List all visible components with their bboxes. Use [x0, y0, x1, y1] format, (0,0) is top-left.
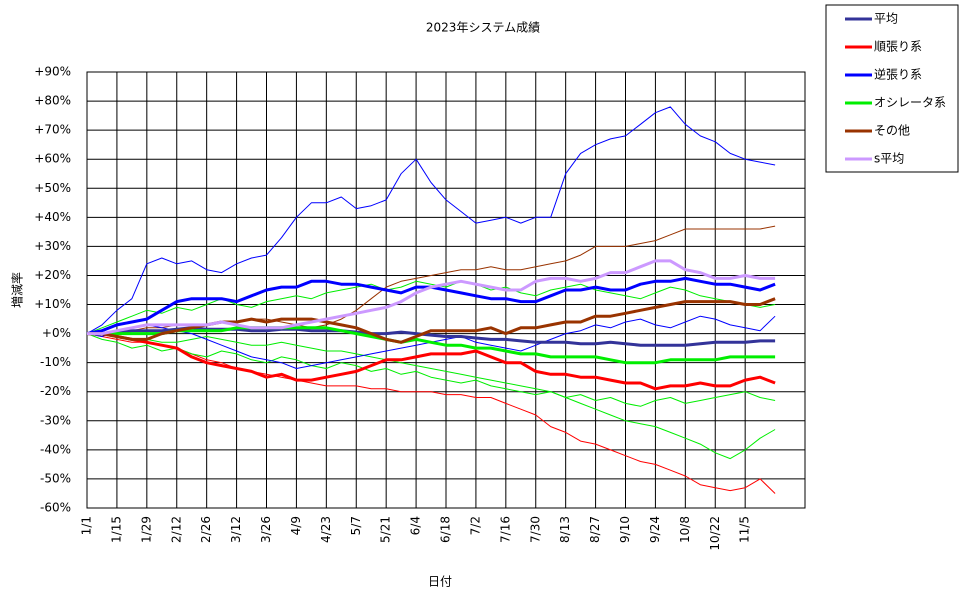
x-tick-label: 9/24 [648, 516, 662, 543]
series-line [87, 326, 776, 365]
x-tick-label: 4/23 [319, 516, 333, 543]
x-tick-label: 7/2 [468, 516, 482, 535]
thin-series-line [86, 106, 776, 335]
chart-title: 2023年システム成績 [426, 21, 540, 35]
x-tick-label: 3/26 [259, 516, 273, 543]
y-tick-label: +90% [34, 65, 71, 79]
y-tick-label: +10% [34, 297, 71, 311]
x-tick-label: 11/5 [738, 516, 752, 543]
y-tick-label: -50% [40, 471, 71, 485]
legend-label: s平均 [874, 152, 904, 166]
x-tick-label: 5/7 [349, 516, 363, 535]
y-tick-label: +70% [34, 123, 71, 137]
y-tick-label: -30% [40, 413, 71, 427]
x-tick-label: 10/22 [708, 516, 722, 551]
x-tick-label: 8/27 [588, 516, 602, 543]
series-line [87, 259, 776, 336]
x-tick-label: 1/15 [109, 516, 123, 543]
y-tick-label: -60% [40, 501, 71, 515]
y-tick-label: +60% [34, 152, 71, 166]
x-tick-label: 2/12 [169, 516, 183, 543]
y-tick-label: -10% [40, 355, 71, 369]
x-tick-label: 2/26 [199, 516, 213, 543]
x-tick-label: 7/30 [528, 516, 542, 543]
x-tick-label: 9/10 [618, 516, 632, 543]
y-tick-label: -20% [40, 384, 71, 398]
thin-series-line [86, 333, 776, 407]
legend-label: 順張り系 [874, 40, 922, 54]
x-tick-label: 3/12 [229, 516, 243, 543]
series-line [87, 326, 776, 347]
legend-label: その他 [874, 124, 910, 138]
x-tick-label: 7/16 [498, 516, 512, 543]
legend-box [825, 4, 959, 173]
x-tick-label: 6/4 [409, 516, 423, 535]
thin-series-line [86, 280, 776, 335]
x-tick-label: 5/21 [379, 516, 393, 543]
legend-label: 平均 [874, 12, 898, 26]
y-tick-label: -40% [40, 442, 71, 456]
legend-label: 逆張り系 [874, 67, 922, 82]
y-tick-label: +50% [34, 181, 71, 195]
y-tick-label: +30% [34, 239, 71, 253]
y-tick-label: +40% [34, 210, 71, 224]
x-tick-label: 8/13 [558, 516, 572, 543]
thin-series-line [86, 333, 776, 494]
x-axis-label: 日付 [428, 575, 452, 589]
x-tick-label: 1/29 [139, 516, 153, 543]
y-tick-label: +0% [42, 326, 71, 340]
x-tick-label: 1/1 [80, 516, 94, 535]
x-tick-label: 4/9 [289, 516, 303, 535]
x-tick-label: 6/18 [439, 516, 453, 543]
y-tick-label: +20% [34, 268, 71, 282]
series-line [87, 332, 776, 391]
y-tick-label: +80% [34, 94, 71, 108]
y-axis-label: 増減率 [10, 272, 25, 308]
x-tick-label: 10/8 [678, 516, 692, 543]
legend-label: オシレータ系 [874, 96, 946, 110]
